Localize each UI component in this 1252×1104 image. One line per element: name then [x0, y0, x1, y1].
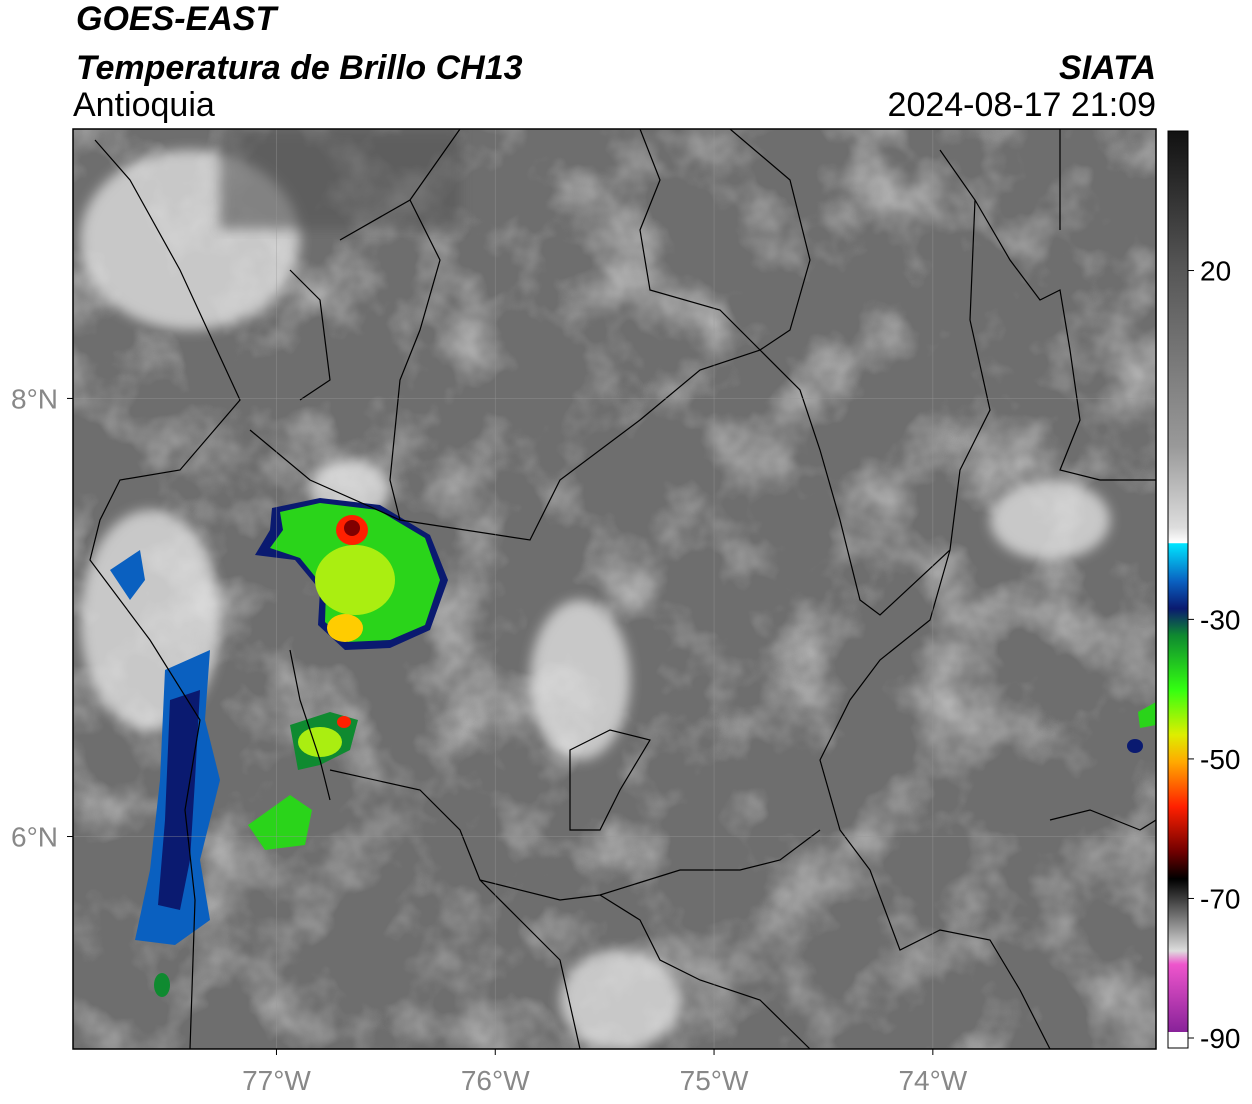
colorbar-tick-label: 20 [1200, 256, 1231, 287]
x-tick-label: 76°W [461, 1065, 530, 1096]
product: Temperatura de Brillo CH13 [76, 49, 523, 87]
colorbar-tick-label: -30 [1200, 604, 1240, 635]
region: Antioquia [73, 86, 215, 124]
x-tick-label: 75°W [680, 1065, 749, 1096]
y-tick-label: 6°N [11, 822, 58, 853]
colorbar-frame [1167, 130, 1189, 1049]
colorbar-extension [1168, 1032, 1188, 1048]
map-frame [72, 128, 1157, 1050]
x-tick-label: 77°W [242, 1065, 311, 1096]
graticule [73, 129, 1156, 1049]
x-tick-label: 74°W [898, 1065, 967, 1096]
y-tick-label: 8°N [11, 383, 58, 414]
colorbar-tick-label: -50 [1200, 744, 1240, 775]
colorbar-tick-label: -70 [1200, 883, 1240, 914]
satellite: GOES-EAST [76, 0, 279, 38]
satellite-image [73, 129, 1156, 1049]
colorbar-tick-label: -90 [1200, 1023, 1240, 1054]
datetime: 2024-08-17 21:09 [888, 86, 1156, 124]
agency: SIATA [1059, 49, 1156, 87]
colorbar [1168, 131, 1188, 1032]
